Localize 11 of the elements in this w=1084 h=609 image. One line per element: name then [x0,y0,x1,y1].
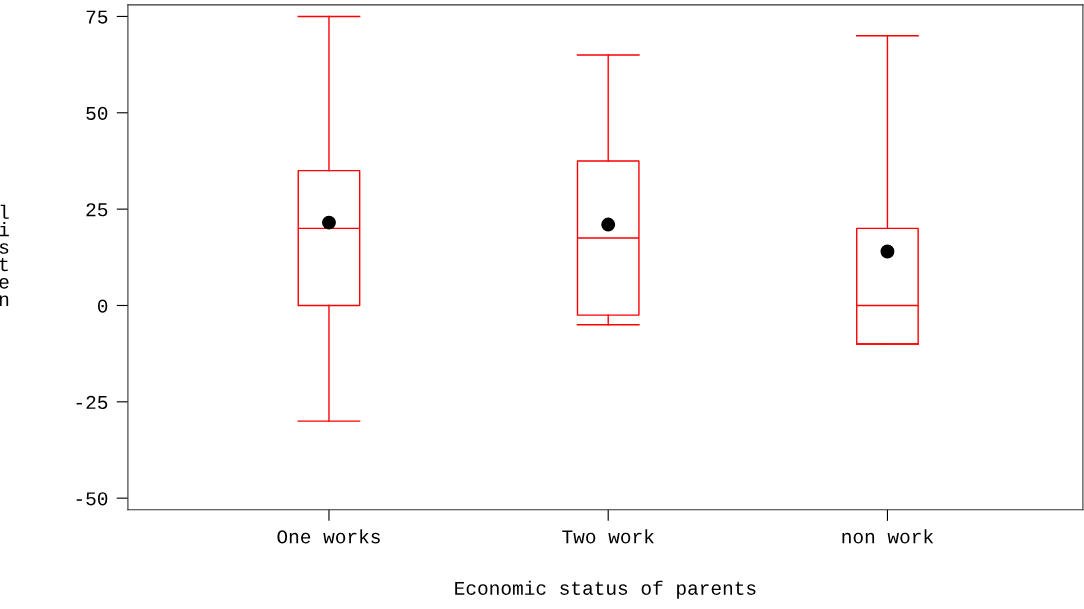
y-axis-title: listen [0,204,9,306]
x-tick-label: non work [842,529,934,544]
y-tick-label: 50 [86,106,108,121]
y-tick-label: -50 [76,492,108,506]
x-axis-title: Economic status of parents [455,580,756,599]
x-tick-label: One works [277,529,380,544]
y-tick-label: 0 [97,299,108,313]
y-tick-label: -25 [76,395,108,410]
y-tick-label: 75 [86,10,108,24]
x-tick-label: Two work [562,529,654,544]
y-tick-label: 25 [86,203,108,217]
